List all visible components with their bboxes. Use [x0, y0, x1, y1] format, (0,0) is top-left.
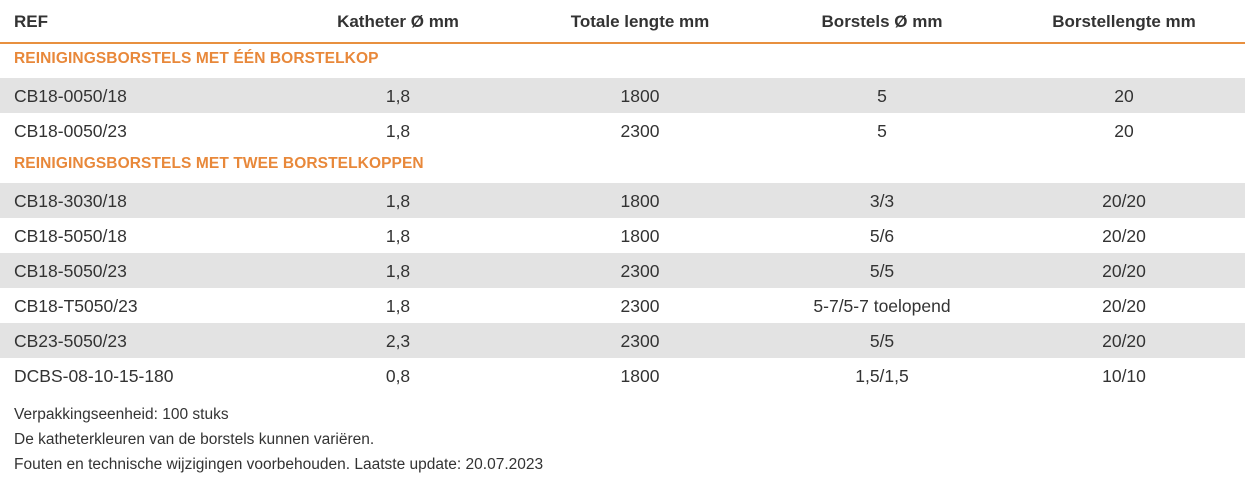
cell-borstels: 3/3: [869, 191, 895, 211]
cell-katheter: 1,8: [385, 226, 411, 246]
cell-borstellengte: 20/20: [1102, 191, 1146, 211]
cell-katheter: 1,8: [385, 296, 411, 316]
cell-borstellengte: 20: [1114, 86, 1134, 106]
cell-borstels: 5: [877, 86, 887, 106]
footer-disclaimer: Fouten en technische wijzigingen voorbeh…: [14, 456, 544, 473]
header-katheter: Katheter Ø mm: [337, 12, 459, 31]
cell-totale-lengte: 1800: [620, 86, 660, 106]
cell-katheter: 1,8: [385, 86, 411, 106]
cell-katheter: 1,8: [385, 121, 411, 141]
cell-ref: CB18-3030/18: [14, 191, 127, 211]
cell-ref: CB18-0050/18: [14, 86, 127, 106]
cell-borstels: 5/5: [869, 331, 895, 351]
cell-totale-lengte: 2300: [620, 121, 660, 141]
table-row: CB23-5050/23 2,3 2300 5/5 20/20: [0, 323, 1245, 358]
header-ref: REF: [14, 12, 48, 31]
cell-katheter: 1,8: [385, 261, 411, 281]
table-row: CB18-T5050/23 1,8 2300 5-7/5-7 toelopend…: [0, 288, 1245, 323]
cell-katheter: 2,3: [385, 331, 411, 351]
header-borstels: Borstels Ø mm: [821, 12, 943, 31]
cell-ref: CB18-5050/23: [14, 261, 127, 281]
footer-packaging-note: Verpakkingseenheid: 100 stuks: [14, 406, 229, 423]
section-title: REINIGINGSBORSTELS MET ÉÉN BORSTELKOP: [14, 50, 379, 67]
cell-borstellengte: 20/20: [1102, 296, 1146, 316]
cell-ref: DCBS-08-10-15-180: [14, 366, 174, 386]
cell-totale-lengte: 2300: [620, 296, 660, 316]
table-row: CB18-0050/23 1,8 2300 5 20: [0, 113, 1245, 148]
table-row: CB18-0050/18 1,8 1800 5 20: [0, 78, 1245, 113]
cell-borstellengte: 20: [1114, 121, 1134, 141]
cell-ref: CB23-5050/23: [14, 331, 127, 351]
table-row: DCBS-08-10-15-180 0,8 1800 1,5/1,5 10/10: [0, 358, 1245, 393]
cell-borstels: 5/6: [869, 226, 895, 246]
cell-ref: CB18-5050/18: [14, 226, 127, 246]
cell-totale-lengte: 2300: [620, 331, 660, 351]
cell-ref: CB18-T5050/23: [14, 296, 138, 316]
cell-totale-lengte: 1800: [620, 226, 660, 246]
cell-borstels: 1,5/1,5: [855, 366, 909, 386]
header-totale-lengte: Totale lengte mm: [570, 12, 710, 31]
footer-color-note: De katheterkleuren van de borstels kunne…: [14, 431, 375, 448]
table-row: CB18-3030/18 1,8 1800 3/3 20/20: [0, 183, 1245, 218]
cell-borstellengte: 20/20: [1102, 331, 1146, 351]
cell-totale-lengte: 2300: [620, 261, 660, 281]
cell-borstels: 5/5: [869, 261, 895, 281]
cell-borstellengte: 20/20: [1102, 226, 1146, 246]
cell-totale-lengte: 1800: [620, 366, 660, 386]
cell-borstels: 5: [877, 121, 887, 141]
table-row: CB18-5050/18 1,8 1800 5/6 20/20: [0, 218, 1245, 253]
cell-katheter: 0,8: [385, 366, 411, 386]
cell-totale-lengte: 1800: [620, 191, 660, 211]
section-title: REINIGINGSBORSTELS MET TWEE BORSTELKOPPE…: [14, 155, 424, 172]
header-borstellengte: Borstellengte mm: [1052, 12, 1196, 31]
cell-borstels: 5-7/5-7 toelopend: [813, 296, 951, 316]
cell-ref: CB18-0050/23: [14, 121, 127, 141]
table-header: REF Katheter Ø mm Totale lengte mm Borst…: [0, 0, 1245, 44]
cell-katheter: 1,8: [385, 191, 411, 211]
cell-borstellengte: 20/20: [1102, 261, 1146, 281]
table-row: CB18-5050/23 1,8 2300 5/5 20/20: [0, 253, 1245, 288]
cell-borstellengte: 10/10: [1102, 366, 1146, 386]
